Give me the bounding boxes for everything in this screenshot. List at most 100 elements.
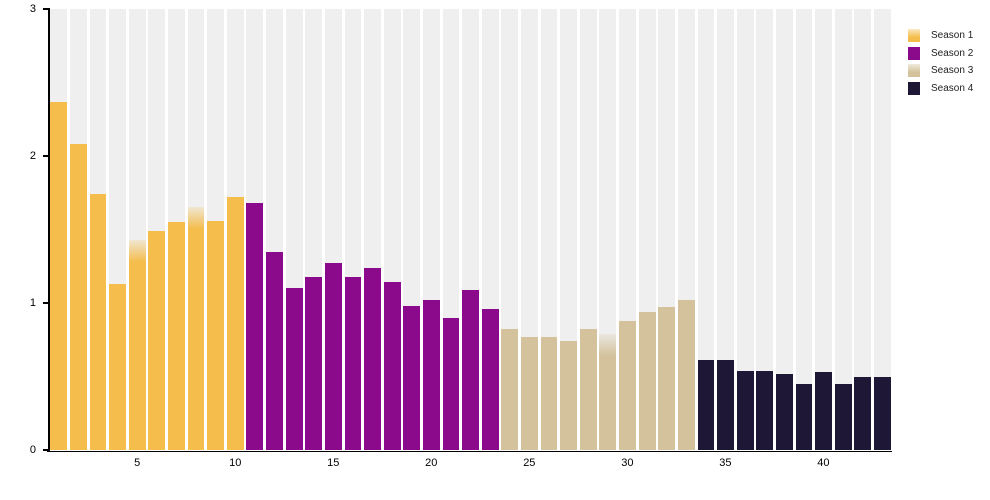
bar-season1-x6: [148, 230, 166, 450]
bar-season1-x5: [128, 239, 146, 450]
bar-season3-x28: [579, 329, 597, 450]
bar-slot-26: [539, 9, 559, 450]
background-band: [756, 9, 774, 450]
background-band: [560, 9, 578, 450]
legend-label: Season 4: [931, 82, 974, 94]
bar-season2-x22: [462, 289, 480, 450]
legend-item-season-3: Season 3: [908, 64, 973, 77]
bar-slot-19: [402, 9, 422, 450]
bar-season4-x35: [717, 360, 734, 450]
bar-slot-3: [88, 9, 108, 450]
background-band: [795, 9, 813, 450]
legend-label: Season 3: [931, 65, 974, 76]
bar-slot-20: [422, 9, 442, 450]
bar-season4-x38: [775, 373, 793, 450]
bar-season4-x36: [736, 370, 754, 450]
bar-slot-29: [598, 9, 618, 450]
bar-season1-x10: [226, 197, 244, 450]
bar-slot-10: [225, 9, 245, 450]
bar-season1-x8: [187, 207, 205, 450]
bar-slot-9: [206, 9, 226, 450]
y-tick-label-1: 1: [29, 297, 36, 309]
bar-slot-13: [284, 9, 304, 450]
bar-season2-x21: [442, 317, 460, 450]
y-tick-mark-1: [43, 302, 49, 304]
x-tick-label-5: 5: [134, 457, 141, 469]
bar-slot-37: [755, 9, 775, 450]
bar-slot-4: [108, 9, 128, 450]
y-axis-line: [48, 8, 50, 452]
bar-slot-30: [618, 9, 638, 450]
plot-area: [49, 9, 892, 450]
bar-season2-x13: [285, 288, 303, 450]
bar-slot-18: [382, 9, 402, 450]
background-band: [815, 9, 832, 450]
bar-slot-16: [343, 9, 363, 450]
bar-season3-x32: [658, 307, 676, 450]
bar-season2-x12: [266, 251, 283, 450]
bar-season2-x16: [344, 276, 362, 450]
bar-slot-41: [833, 9, 853, 450]
background-band: [834, 9, 852, 450]
bar-season4-x42: [854, 376, 872, 450]
x-tick-label-30: 30: [621, 457, 634, 469]
legend-swatch-icon: [908, 81, 920, 95]
bar-season4-x37: [756, 370, 774, 450]
legend-swatch-icon: [908, 64, 920, 77]
background-band: [873, 9, 891, 450]
bar-season2-x23: [481, 308, 499, 450]
bar-season4-x41: [834, 383, 852, 450]
bar-slot-12: [265, 9, 285, 450]
bar-season2-x11: [246, 203, 264, 450]
bar-season4-x40: [815, 372, 832, 450]
background-band: [854, 9, 872, 450]
bar-slot-11: [245, 9, 265, 450]
bar-season1-x1: [50, 101, 68, 450]
background-band: [697, 9, 715, 450]
legend-swatch-icon: [908, 46, 920, 60]
bar-slot-23: [480, 9, 500, 450]
bar-season4-x39: [795, 383, 813, 450]
y-tick-label-0: 0: [29, 444, 36, 456]
y-tick-label-2: 2: [29, 150, 36, 162]
bar-season2-x19: [403, 305, 421, 450]
bar-slot-1: [49, 9, 69, 450]
legend-item-season-2: Season 2: [908, 46, 974, 60]
bar-slot-38: [775, 9, 795, 450]
bar-slot-31: [637, 9, 657, 450]
x-tick-label-10: 10: [229, 457, 242, 469]
bar-season3-x26: [540, 336, 558, 450]
bar-slot-14: [304, 9, 324, 450]
y-tick-mark-2: [43, 155, 49, 157]
bar-slot-24: [500, 9, 520, 450]
bar-slot-35: [716, 9, 736, 450]
y-tick-label-3: 3: [29, 3, 36, 15]
legend-swatch-icon: [908, 29, 920, 42]
y-tick-mark-3: [43, 8, 49, 10]
x-tick-label-35: 35: [719, 457, 732, 469]
legend-label: Season 1: [931, 30, 974, 41]
bar-season3-x29: [599, 333, 617, 450]
x-tick-label-40: 40: [817, 457, 830, 469]
legend-label: Season 2: [931, 47, 974, 59]
legend-item-season-1: Season 1: [908, 29, 973, 42]
bar-season4-x43: [873, 376, 891, 450]
bar-season2-x20: [422, 300, 440, 450]
bar-slot-7: [167, 9, 187, 450]
legend: Season 1 Season 2 Season 3 Season 4: [908, 29, 973, 99]
bar-slot-25: [520, 9, 540, 450]
background-band: [775, 9, 793, 450]
legend-item-season-4: Season 4: [908, 81, 974, 95]
bar-slot-8: [186, 9, 206, 450]
x-tick-label-15: 15: [327, 457, 340, 469]
bar-season3-x25: [521, 336, 538, 450]
bar-slot-43: [873, 9, 893, 450]
x-tick-label-20: 20: [425, 457, 438, 469]
bar-slot-36: [735, 9, 755, 450]
background-band: [736, 9, 754, 450]
bar-slot-22: [461, 9, 481, 450]
bar-slot-33: [677, 9, 697, 450]
bar-season1-x7: [168, 222, 185, 450]
bar-season2-x17: [364, 267, 381, 450]
